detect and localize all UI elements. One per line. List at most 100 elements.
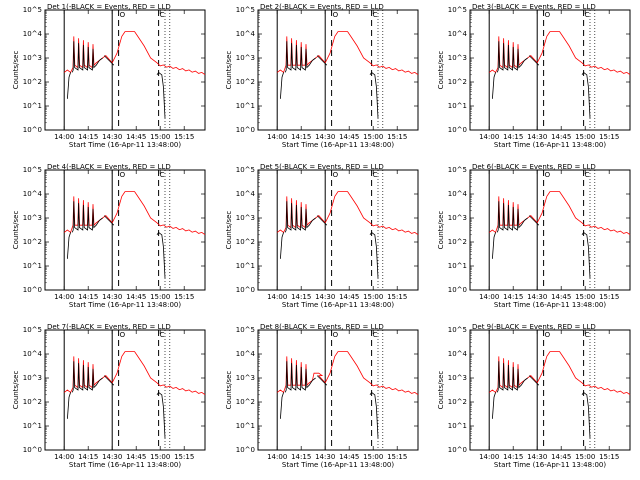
events-series-line — [284, 361, 316, 393]
y-tick-label: 10^5 — [448, 166, 467, 174]
panel-title: Det 6(-BLACK = Events, RED = LLD — [472, 163, 596, 171]
plot-frame — [469, 169, 631, 291]
x-axis-label: Start Time (16-Apr-11 13:48:00) — [282, 461, 394, 469]
y-axis-label: Counts/sec — [437, 51, 445, 90]
x-axis-label: Start Time (16-Apr-11 13:48:00) — [282, 301, 394, 309]
y-tick-label: 10^5 — [23, 6, 42, 14]
panel-title: Det 3(-BLACK = Events, RED = LLD — [472, 3, 596, 11]
events-series-line — [156, 231, 166, 279]
events-series-line — [316, 55, 328, 66]
panel-det-5: Det 5(-BLACK = Events, RED = LLD 10^0 10^1… — [225, 163, 419, 309]
x-axis-label: Start Time (16-Apr-11 13:48:00) — [494, 301, 606, 309]
events-series-line — [528, 215, 540, 226]
panel-det-7: Det 7(-BLACK = Events, RED = LLD 10^0 10^1… — [12, 323, 206, 469]
y-tick-label: 10^0 — [236, 446, 255, 454]
y-tick-label: 10^1 — [236, 102, 255, 110]
y-axis-label: Counts/sec — [437, 211, 445, 250]
x-tick-label: 15:15 — [174, 133, 194, 141]
events-series-line — [156, 391, 166, 439]
panel-det-6: Det 6(-BLACK = Events, RED = LLD 10^0 10^1… — [437, 163, 631, 309]
y-axis-label: Counts/sec — [225, 371, 233, 410]
marker-label: O — [120, 171, 126, 179]
x-tick-label: 14:00 — [479, 293, 499, 301]
y-tick-label: 10^3 — [448, 374, 467, 382]
y-tick-label: 10^5 — [23, 326, 42, 334]
x-tick-label: 14:45 — [551, 133, 571, 141]
y-axis-label: Counts/sec — [437, 371, 445, 410]
y-tick-label: 10^4 — [23, 190, 43, 198]
marker-label: O — [545, 171, 551, 179]
marker-label: C — [373, 331, 378, 339]
y-tick-label: 10^3 — [236, 374, 255, 382]
x-tick-label: 14:45 — [339, 293, 359, 301]
panel-title: Det 5(-BLACK = Events, RED = LLD — [260, 163, 384, 171]
plot-frame — [44, 329, 206, 451]
y-tick-label: 10^0 — [236, 126, 255, 134]
y-axis-label: Counts/sec — [225, 211, 233, 250]
events-series-line — [316, 375, 328, 386]
events-series-line — [67, 392, 71, 419]
x-tick-label: 15:00 — [150, 453, 170, 461]
events-series-line — [284, 41, 316, 73]
events-series-line — [103, 55, 115, 66]
y-tick-label: 10^4 — [23, 30, 43, 38]
x-tick-label: 15:00 — [363, 293, 383, 301]
x-tick-label: 15:00 — [150, 293, 170, 301]
x-tick-label: 14:30 — [527, 453, 547, 461]
plot-frame — [44, 9, 206, 131]
marker-label: C — [585, 331, 590, 339]
events-series-line — [280, 232, 284, 259]
x-axis-label: Start Time (16-Apr-11 13:48:00) — [69, 141, 181, 149]
events-series-line — [492, 232, 496, 259]
y-tick-label: 10^2 — [23, 238, 42, 246]
y-tick-label: 10^0 — [448, 286, 467, 294]
panel-title: Det 7(-BLACK = Events, RED = LLD — [47, 323, 171, 331]
marker-label: O — [333, 331, 339, 339]
plot-frame — [257, 9, 419, 131]
x-tick-label: 14:30 — [527, 293, 547, 301]
y-tick-label: 10^4 — [236, 350, 256, 358]
y-tick-label: 10^5 — [23, 166, 42, 174]
plot-frame — [257, 169, 419, 291]
x-tick-label: 15:15 — [387, 293, 407, 301]
marker-label: C — [585, 11, 590, 19]
marker-label: O — [333, 11, 339, 19]
x-tick-label: 14:45 — [126, 453, 146, 461]
x-axis-label: Start Time (16-Apr-11 13:48:00) — [282, 141, 394, 149]
panel-det-1: Det 1(-BLACK = Events, RED = LLD 10^0 10^1… — [12, 3, 206, 149]
x-tick-label: 15:15 — [599, 293, 619, 301]
x-tick-label: 14:15 — [291, 293, 311, 301]
events-series-line — [71, 201, 103, 233]
events-series-line — [528, 375, 540, 386]
x-tick-label: 15:00 — [575, 293, 595, 301]
events-series-line — [492, 72, 496, 99]
marker-label: C — [373, 171, 378, 179]
x-tick-label: 14:30 — [315, 133, 335, 141]
panel-title: Det 9(-BLACK = Events, RED = LLD — [472, 323, 596, 331]
y-tick-label: 10^2 — [448, 78, 467, 86]
panel-det-8: Det 8(-BLACK = Events, RED = LLD 10^0 10^1… — [225, 323, 419, 469]
y-tick-label: 10^2 — [236, 78, 255, 86]
y-tick-label: 10^5 — [448, 6, 467, 14]
x-tick-label: 15:00 — [575, 453, 595, 461]
events-series-line — [71, 41, 103, 73]
marker-label: O — [545, 331, 551, 339]
y-tick-label: 10^2 — [23, 78, 42, 86]
x-tick-label: 14:15 — [291, 453, 311, 461]
y-tick-label: 10^3 — [448, 54, 467, 62]
x-tick-label: 14:30 — [527, 133, 547, 141]
y-tick-label: 10^4 — [23, 350, 43, 358]
events-series-line — [103, 375, 115, 386]
marker-label: C — [160, 331, 165, 339]
y-axis-label: Counts/sec — [12, 51, 20, 90]
marker-label: O — [120, 11, 126, 19]
x-tick-label: 15:15 — [599, 453, 619, 461]
marker-label: C — [585, 171, 590, 179]
events-series-line — [492, 392, 496, 419]
y-tick-label: 10^5 — [236, 326, 255, 334]
x-tick-label: 14:15 — [78, 133, 98, 141]
y-tick-label: 10^1 — [448, 262, 467, 270]
x-tick-label: 14:00 — [267, 293, 287, 301]
y-tick-label: 10^4 — [236, 30, 256, 38]
y-tick-label: 10^2 — [448, 238, 467, 246]
